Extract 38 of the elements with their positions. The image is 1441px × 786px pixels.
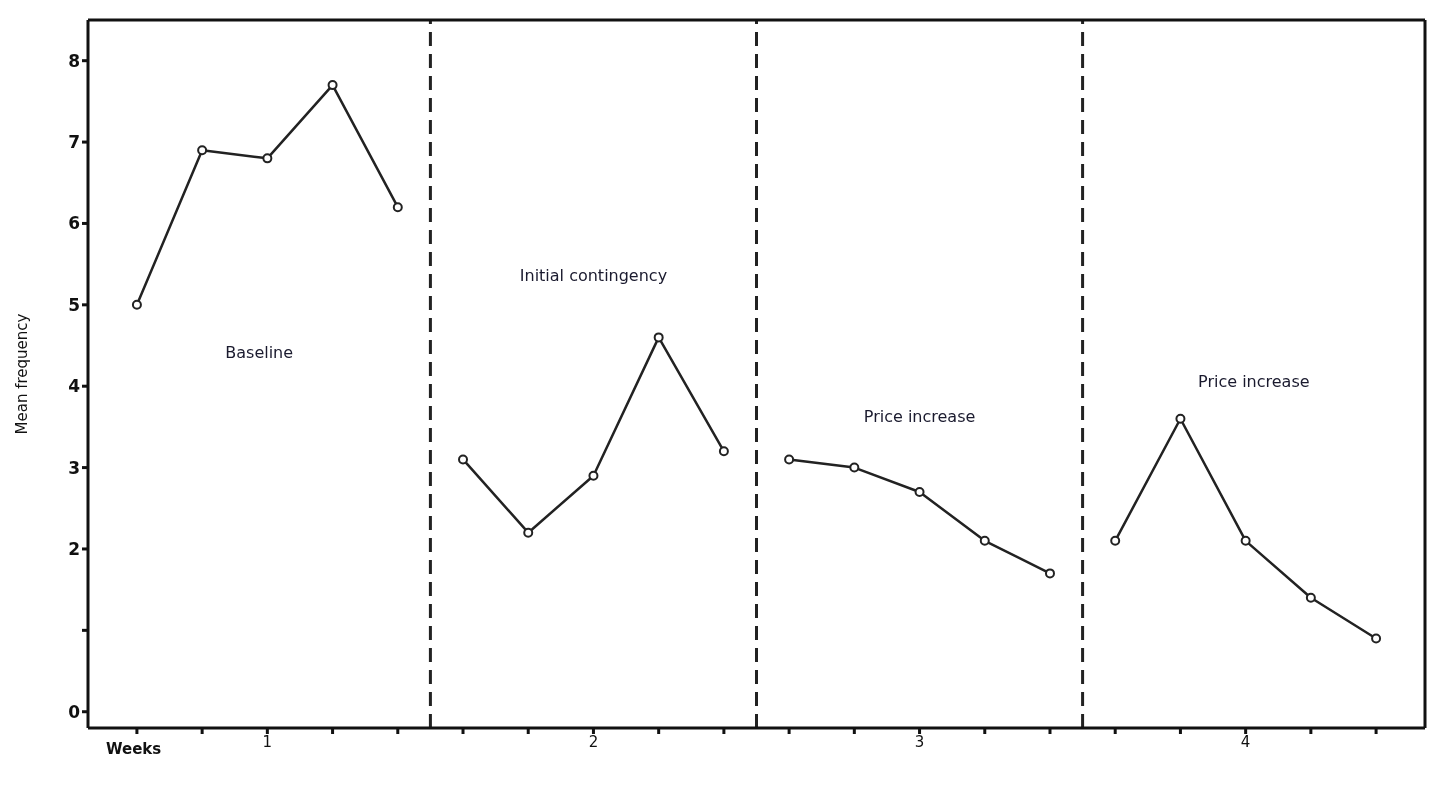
- x-axis-title: Weeks: [106, 740, 162, 758]
- y-tick-label: 4: [68, 376, 81, 397]
- y-tick-label: 3: [68, 457, 80, 478]
- point: [653, 332, 664, 343]
- point: [1110, 535, 1121, 546]
- point: [979, 535, 990, 546]
- y-tick-label: 6: [68, 213, 80, 234]
- y-tick-label: 2: [68, 539, 80, 559]
- annotation: Price increase: [863, 407, 976, 427]
- point: [588, 470, 599, 481]
- y-tick-label: 5: [68, 294, 80, 315]
- annotation: Baseline: [225, 343, 294, 363]
- annotation: Initial contingency: [519, 265, 668, 285]
- y-axis-title: Mean frequency: [13, 313, 32, 435]
- y-tick-label: 0: [68, 701, 81, 722]
- point: [327, 80, 338, 91]
- point: [392, 202, 403, 213]
- point: [914, 487, 925, 497]
- point: [458, 454, 469, 465]
- point: [131, 299, 142, 310]
- x-tick-label: 1: [262, 732, 273, 751]
- point: [1371, 633, 1382, 644]
- point: [523, 527, 534, 538]
- point: [1044, 568, 1055, 579]
- x-tick-label: 3: [914, 732, 925, 751]
- point: [849, 462, 860, 473]
- point: [197, 145, 208, 156]
- annotation: Price increase: [1198, 371, 1310, 391]
- point: [1175, 413, 1186, 424]
- point: [262, 153, 273, 164]
- point: [718, 446, 729, 457]
- x-tick-label: 4: [1240, 732, 1251, 751]
- point: [1305, 592, 1316, 603]
- y-tick-label: 8: [68, 50, 80, 71]
- x-tick-label: 2: [588, 732, 599, 751]
- y-tick-label: 7: [68, 132, 80, 153]
- point: [1240, 535, 1251, 546]
- point: [784, 454, 795, 465]
